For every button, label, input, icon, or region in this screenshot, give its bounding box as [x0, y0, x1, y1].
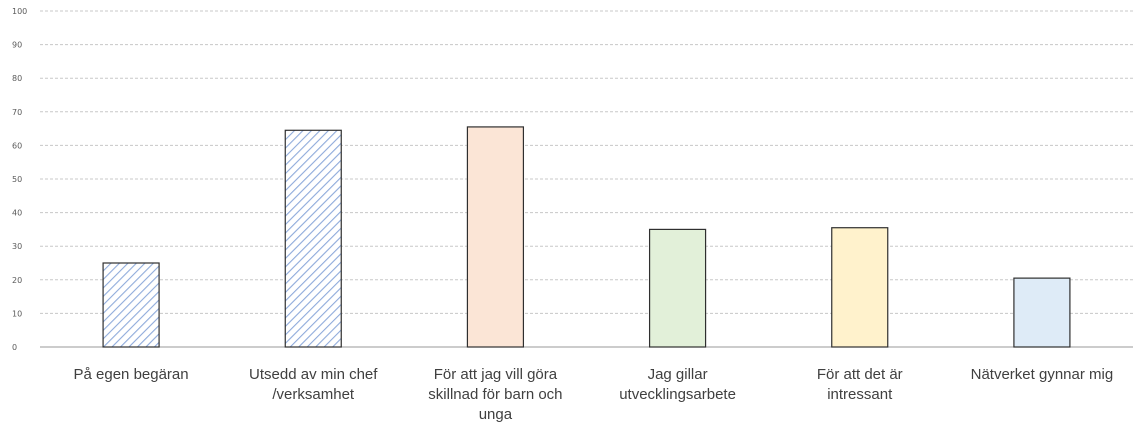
x-tick-label-line: På egen begäran [74, 366, 189, 383]
y-tick-label: 60 [12, 141, 22, 150]
x-tick-label-line: Jag gillar [648, 366, 708, 383]
gridlines [40, 10, 1133, 348]
x-tick-label: Jag gillar utvecklingsarbete [619, 366, 736, 403]
x-tick-label: På egen begäran [74, 366, 189, 383]
bar [284, 129, 342, 348]
bar [102, 262, 160, 348]
bars [102, 126, 1071, 348]
y-tick-label: 70 [12, 108, 22, 117]
x-tick-label: Utsedd av min chef/verksamhet [249, 366, 378, 403]
x-axis-labels: På egen begäran Utsedd av min chef/verksa… [74, 366, 1114, 423]
x-tick-label-line: intressant [827, 386, 893, 403]
bar [1013, 277, 1071, 348]
x-tick-label: För att jag vill göra skillnad för barn o… [428, 366, 562, 423]
bar [831, 227, 889, 348]
x-tick-label-line: utvecklingsarbete [619, 386, 736, 403]
x-tick-label-line: /verksamhet [272, 386, 355, 403]
x-tick-label-line: Nätverket gynnar mig [971, 366, 1114, 383]
x-tick-label: För att det är intressant [817, 366, 903, 403]
x-tick-label-line: För att jag vill göra [434, 366, 558, 383]
y-tick-label: 0 [12, 343, 17, 352]
x-tick-label: Nätverket gynnar mig [971, 366, 1114, 383]
y-tick-label: 10 [12, 309, 22, 318]
y-axis-ticks: 0 10 20 30 40 50 60 70 80 90 100 [12, 7, 27, 352]
y-tick-label: 40 [12, 209, 22, 218]
y-tick-label: 100 [12, 7, 27, 16]
x-tick-label-line: unga [479, 406, 513, 423]
x-tick-label-line: skillnad för barn och [428, 386, 562, 403]
x-tick-label-line: För att det är [817, 366, 903, 383]
y-tick-label: 80 [12, 74, 22, 83]
y-tick-label: 30 [12, 242, 22, 251]
y-tick-label: 90 [12, 41, 22, 50]
y-tick-label: 50 [12, 175, 22, 184]
bar [648, 228, 707, 348]
bar [466, 126, 525, 348]
x-tick-label-line: Utsedd av min chef [249, 366, 378, 383]
y-tick-label: 20 [12, 276, 22, 285]
